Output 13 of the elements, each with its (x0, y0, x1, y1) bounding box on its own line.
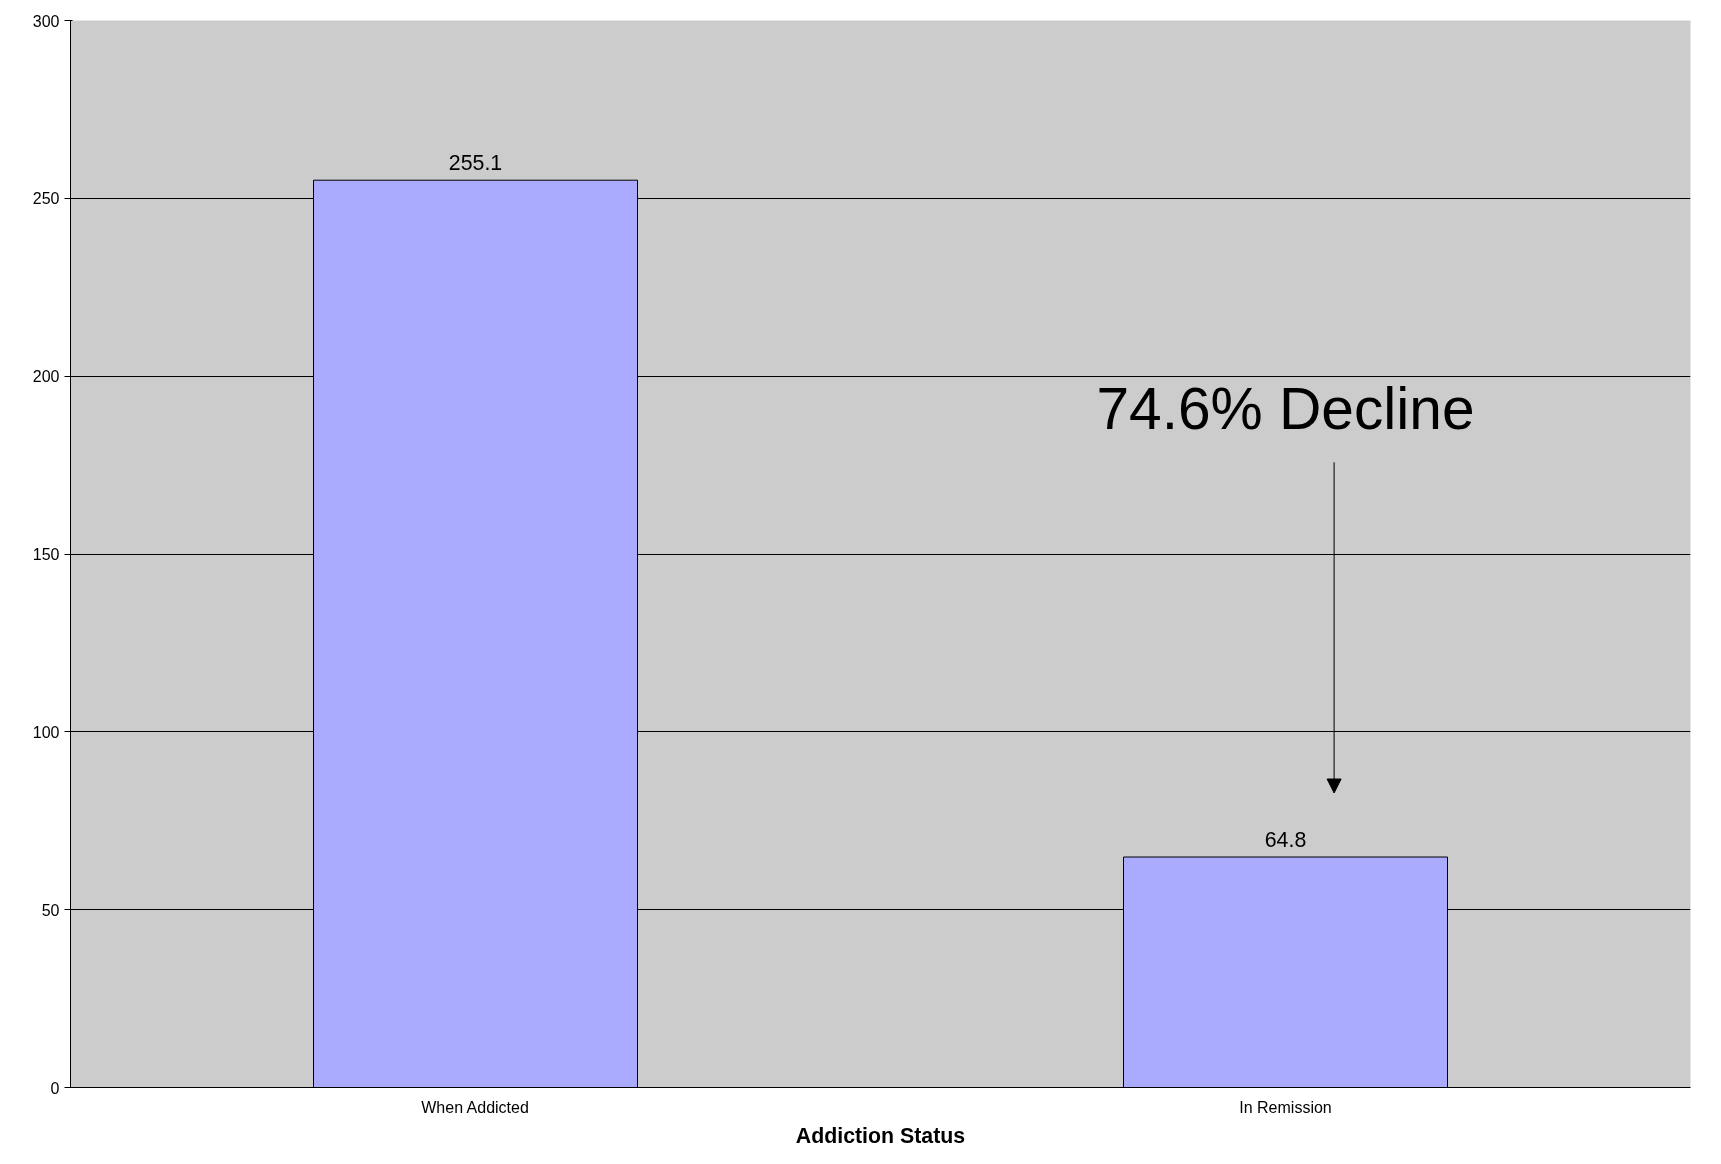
y-tick-label: 50 (41, 901, 60, 919)
y-tick-label: 300 (32, 12, 60, 30)
y-tick-label: 100 (32, 723, 60, 741)
y-tick-label: 0 (50, 1079, 60, 1097)
y-tick-label: 150 (32, 546, 60, 563)
x-tick-label: In Remission (1239, 1098, 1332, 1116)
x-axis-title: Addiction Status (795, 1123, 966, 1148)
x-tick-label: When Addicted (421, 1098, 529, 1116)
annotation: 74.6% Decline (1096, 375, 1475, 441)
y-tick-label: 200 (32, 368, 60, 386)
y-tick-label: 250 (32, 190, 60, 208)
data-label: 255.1 (448, 151, 503, 176)
data-label: 64.8 (1264, 828, 1307, 853)
